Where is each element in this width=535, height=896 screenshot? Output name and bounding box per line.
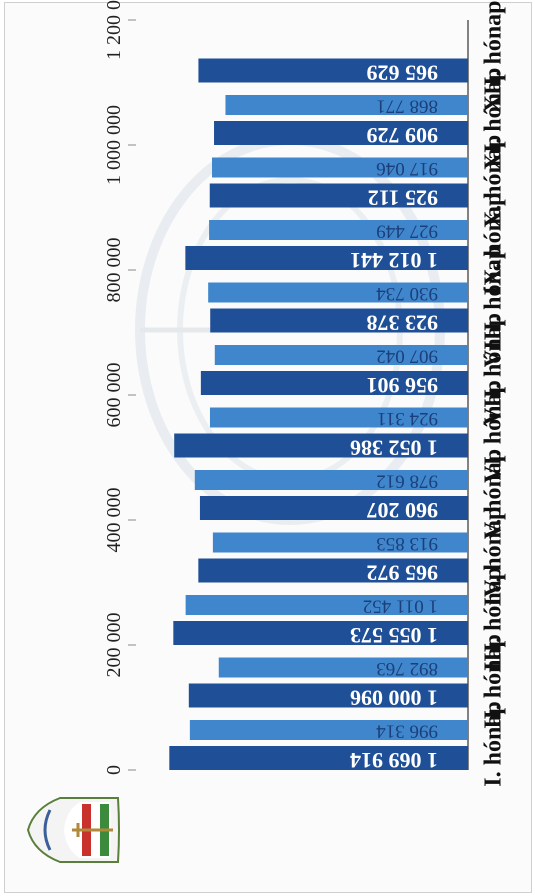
tick-label: 400 000 bbox=[103, 488, 125, 553]
bar-dark-10 bbox=[209, 183, 468, 208]
value-label-light-4: 913 853 bbox=[376, 533, 438, 554]
value-label-dark-7: 956 901 bbox=[367, 373, 439, 398]
value-label-light-7: 907 042 bbox=[376, 346, 438, 367]
category-label: IX. hónap bbox=[481, 193, 507, 296]
category-label: VII. hónap bbox=[481, 313, 507, 425]
bar-dark-8 bbox=[210, 308, 469, 333]
category-label: VIII. hónap bbox=[481, 246, 507, 367]
value-label-dark-8: 923 378 bbox=[367, 310, 439, 335]
tick-label: 1 200 000 bbox=[103, 0, 125, 60]
bar-dark-2 bbox=[188, 683, 469, 708]
bar-light-7 bbox=[214, 345, 468, 365]
bar-light-9 bbox=[209, 220, 468, 240]
value-label-dark-6: 1 052 386 bbox=[350, 435, 438, 460]
value-label-dark-3: 1 055 573 bbox=[350, 623, 438, 648]
value-label-dark-5: 960 207 bbox=[367, 498, 439, 523]
value-label-light-8: 930 734 bbox=[376, 283, 438, 304]
value-label-light-3: 1 011 452 bbox=[363, 596, 438, 617]
bar-light-11 bbox=[225, 95, 468, 115]
bar-light-6 bbox=[209, 407, 468, 428]
category-label: XI. hónap bbox=[481, 68, 507, 171]
bar-dark-5 bbox=[199, 496, 469, 520]
value-label-light-6: 924 311 bbox=[377, 408, 438, 429]
category-label: V. hónap bbox=[481, 449, 507, 539]
bar-light-3 bbox=[185, 595, 468, 615]
value-label-dark-1: 1 069 914 bbox=[350, 748, 438, 773]
bar-dark-1 bbox=[169, 746, 468, 770]
value-label-dark-2: 1 000 096 bbox=[350, 685, 438, 710]
bar-dark-4 bbox=[198, 558, 468, 583]
category-label: XII. hónap bbox=[481, 0, 507, 112]
bar-light-5 bbox=[194, 470, 469, 490]
bar-light-1 bbox=[189, 720, 468, 740]
bar-light-4 bbox=[212, 532, 468, 553]
bar-light-8 bbox=[208, 282, 468, 303]
category-label: I. hónap bbox=[481, 701, 507, 786]
bar-dark-9 bbox=[185, 246, 468, 270]
value-label-dark-12: 965 629 bbox=[367, 60, 439, 85]
bar-dark-7 bbox=[200, 371, 468, 395]
tick-label: 1 000 000 bbox=[103, 105, 125, 185]
bar-dark-3 bbox=[173, 621, 468, 645]
category-label: X. hónap bbox=[481, 135, 507, 228]
bar-light-10 bbox=[211, 157, 468, 178]
value-label-dark-9: 1 012 441 bbox=[350, 248, 438, 273]
value-label-dark-4: 965 972 bbox=[367, 560, 439, 585]
value-label-light-9: 927 449 bbox=[376, 221, 438, 242]
tick-label: 600 000 bbox=[103, 363, 125, 428]
bar-light-2 bbox=[218, 657, 468, 678]
bar-dark-6 bbox=[174, 433, 468, 458]
value-label-light-2: 892 763 bbox=[376, 658, 438, 679]
value-label-light-11: 868 771 bbox=[376, 96, 438, 117]
value-label-dark-10: 925 112 bbox=[368, 185, 438, 210]
category-label: II. hónap bbox=[481, 634, 507, 729]
value-label-light-1: 996 314 bbox=[376, 721, 438, 742]
tick-label: 0 bbox=[103, 765, 125, 775]
value-label-light-10: 917 046 bbox=[376, 158, 438, 179]
category-label: IV. hónap bbox=[481, 507, 507, 607]
category-label: III. hónap bbox=[481, 567, 507, 671]
category-label: VI. hónap bbox=[481, 380, 507, 483]
police-logo bbox=[20, 790, 125, 870]
tick-label: 800 000 bbox=[103, 238, 125, 303]
tick-label: 200 000 bbox=[103, 613, 125, 678]
value-label-light-5: 978 612 bbox=[376, 471, 438, 492]
bar-dark-11 bbox=[214, 121, 468, 145]
bar-dark-12 bbox=[198, 58, 468, 83]
value-label-dark-11: 909 729 bbox=[367, 123, 439, 148]
